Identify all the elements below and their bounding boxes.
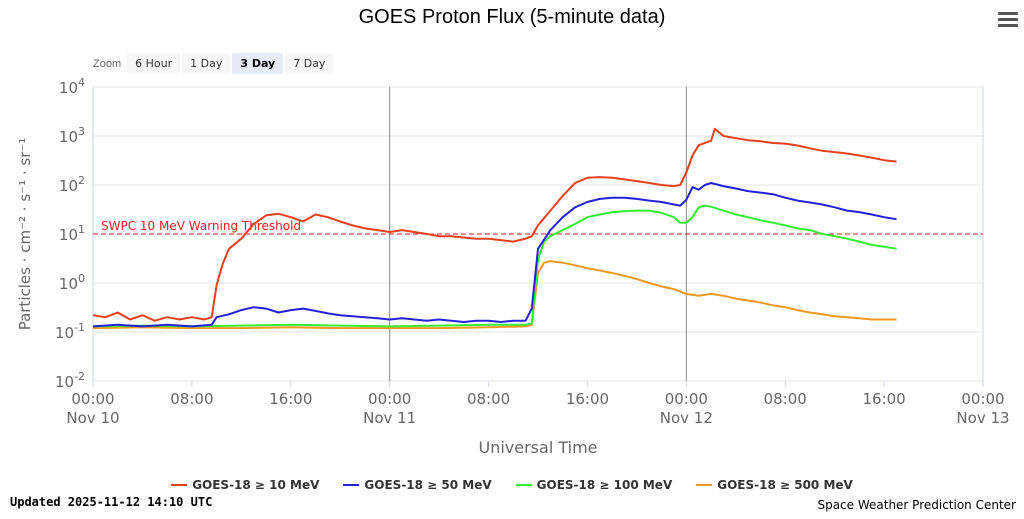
- x-tick-label: 16:00: [566, 390, 609, 408]
- y-tick-label: 101: [59, 223, 85, 244]
- x-tick-date-label: Nov 12: [660, 409, 713, 427]
- y-axis-title: Particles · cm⁻² · s⁻¹ · sr⁻¹: [16, 138, 34, 331]
- zoom-bar: Zoom 6 Hour 1 Day 3 Day 7 Day: [93, 53, 335, 74]
- series-line-500mev: [92, 260, 897, 330]
- x-tick-date-label: Nov 11: [363, 409, 416, 427]
- x-tick-label: 00:00: [665, 390, 708, 408]
- updated-timestamp: Updated 2025-11-12 14:10 UTC: [10, 495, 213, 509]
- x-tick-label: 00:00: [368, 390, 411, 408]
- legend-swatch-50mev: [343, 484, 360, 486]
- series-line-100mev: [92, 204, 897, 328]
- legend-label-50mev: GOES-18 ≥ 50 MeV: [364, 478, 492, 492]
- zoom-6-hour-button[interactable]: 6 Hour: [127, 53, 181, 74]
- x-tick-label: 16:00: [862, 390, 905, 408]
- x-tick-label: 16:00: [269, 390, 312, 408]
- credit-label: Space Weather Prediction Center: [817, 498, 1016, 512]
- legend-swatch-100mev: [515, 484, 532, 486]
- legend-item-50mev[interactable]: GOES-18 ≥ 50 MeV: [343, 478, 492, 492]
- x-tick-label: 08:00: [764, 390, 807, 408]
- y-tick-label: 10-2: [55, 370, 85, 391]
- legend-swatch-500mev: [696, 484, 713, 486]
- y-tick-label: 103: [59, 125, 85, 146]
- legend: GOES-18 ≥ 10 MeV GOES-18 ≥ 50 MeV GOES-1…: [0, 478, 1024, 492]
- y-tick-label: 104: [59, 76, 85, 97]
- chart-title: GOES Proton Flux (5-minute data): [358, 6, 666, 28]
- series-line-10mev: [92, 127, 897, 322]
- y-tick-label: 102: [59, 174, 85, 195]
- legend-label-500mev: GOES-18 ≥ 500 MeV: [717, 478, 853, 492]
- legend-item-500mev[interactable]: GOES-18 ≥ 500 MeV: [696, 478, 853, 492]
- x-tick-date-label: Nov 10: [66, 409, 119, 427]
- zoom-label: Zoom: [93, 57, 122, 70]
- x-tick-date-label: Nov 13: [956, 409, 1009, 427]
- warning-threshold-label: SWPC 10 MeV Warning Threshold: [101, 219, 301, 233]
- zoom-1-day-button[interactable]: 1 Day: [182, 53, 231, 74]
- legend-item-10mev[interactable]: GOES-18 ≥ 10 MeV: [171, 478, 319, 492]
- x-tick-label: 00:00: [71, 390, 114, 408]
- zoom-3-day-button[interactable]: 3 Day: [232, 53, 284, 74]
- x-axis-title: Universal Time: [478, 438, 597, 457]
- y-tick-label: 10-1: [55, 321, 85, 342]
- x-tick-label: 00:00: [961, 390, 1004, 408]
- hamburger-menu-icon[interactable]: [998, 12, 1018, 28]
- x-tick-label: 08:00: [170, 390, 213, 408]
- legend-label-100mev: GOES-18 ≥ 100 MeV: [536, 478, 673, 492]
- x-tick-label: 08:00: [467, 390, 510, 408]
- legend-label-10mev: GOES-18 ≥ 10 MeV: [192, 478, 320, 492]
- legend-swatch-10mev: [171, 484, 188, 486]
- y-tick-label: 100: [59, 272, 85, 293]
- zoom-7-day-button[interactable]: 7 Day: [285, 53, 334, 74]
- legend-item-100mev[interactable]: GOES-18 ≥ 100 MeV: [515, 478, 673, 492]
- series-line-50mev: [92, 182, 897, 328]
